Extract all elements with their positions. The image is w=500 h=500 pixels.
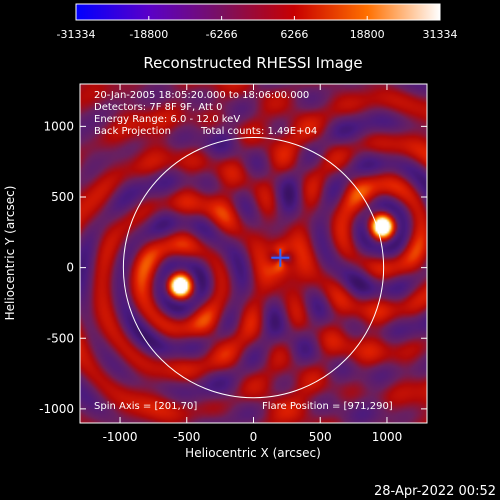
y-tick-label: 500 — [51, 190, 74, 204]
spin-axis-marker — [271, 248, 290, 267]
annotation-flare-position: Flare Position = [971,290] — [262, 401, 393, 412]
colorbar-ticks: -31334 -18800 -6266 6266 18800 31334 — [57, 16, 458, 41]
x-tick-label: 500 — [309, 430, 332, 444]
annotation-energy-range: Energy Range: 6.0 - 12.0 keV — [94, 114, 240, 125]
annotation-method: Back Projection — [94, 126, 171, 137]
chart-title: Reconstructed RHESSI Image — [143, 54, 362, 72]
x-tick-label: 0 — [250, 430, 258, 444]
solar-disk-circle — [122, 137, 385, 399]
heatmap-image — [80, 84, 427, 423]
colorbar-tick-label: 6266 — [280, 28, 308, 41]
colorbar-tick-label: -18800 — [129, 28, 168, 41]
annotation-spin-axis: Spin Axis = [201,70] — [94, 401, 197, 412]
y-tick-label: -1000 — [39, 402, 74, 416]
y-axis-ticks: -1000 -500 0 500 1000 — [39, 119, 427, 416]
y-tick-label: 1000 — [43, 119, 74, 133]
x-axis-ticks: -1000 -500 0 500 1000 — [103, 84, 403, 444]
y-tick-label: 0 — [66, 261, 74, 275]
colorbar-tick-label: 31334 — [423, 28, 458, 41]
colorbar-tick-label: 18800 — [350, 28, 385, 41]
annotation-time-range: 20-Jan-2005 18:05:20.000 to 18:06:00.000 — [94, 90, 309, 101]
timestamp: 28-Apr-2022 00:52 — [374, 484, 496, 499]
y-tick-label: -500 — [47, 331, 74, 345]
annotation-total-counts: Total counts: 1.49E+04 — [200, 126, 317, 137]
x-tick-label: -500 — [173, 430, 200, 444]
x-tick-label: 1000 — [372, 430, 403, 444]
x-tick-label: -1000 — [103, 430, 138, 444]
colorbar-tick-label: -6266 — [206, 28, 238, 41]
colorbar-tick-label: -31334 — [57, 28, 96, 41]
x-axis-label: Heliocentric X (arcsec) — [185, 446, 321, 460]
colorbar — [75, 3, 441, 21]
y-axis-label: Heliocentric Y (arcsec) — [3, 186, 17, 321]
annotation-detectors: Detectors: 7F 8F 9F, Att 0 — [94, 102, 222, 113]
